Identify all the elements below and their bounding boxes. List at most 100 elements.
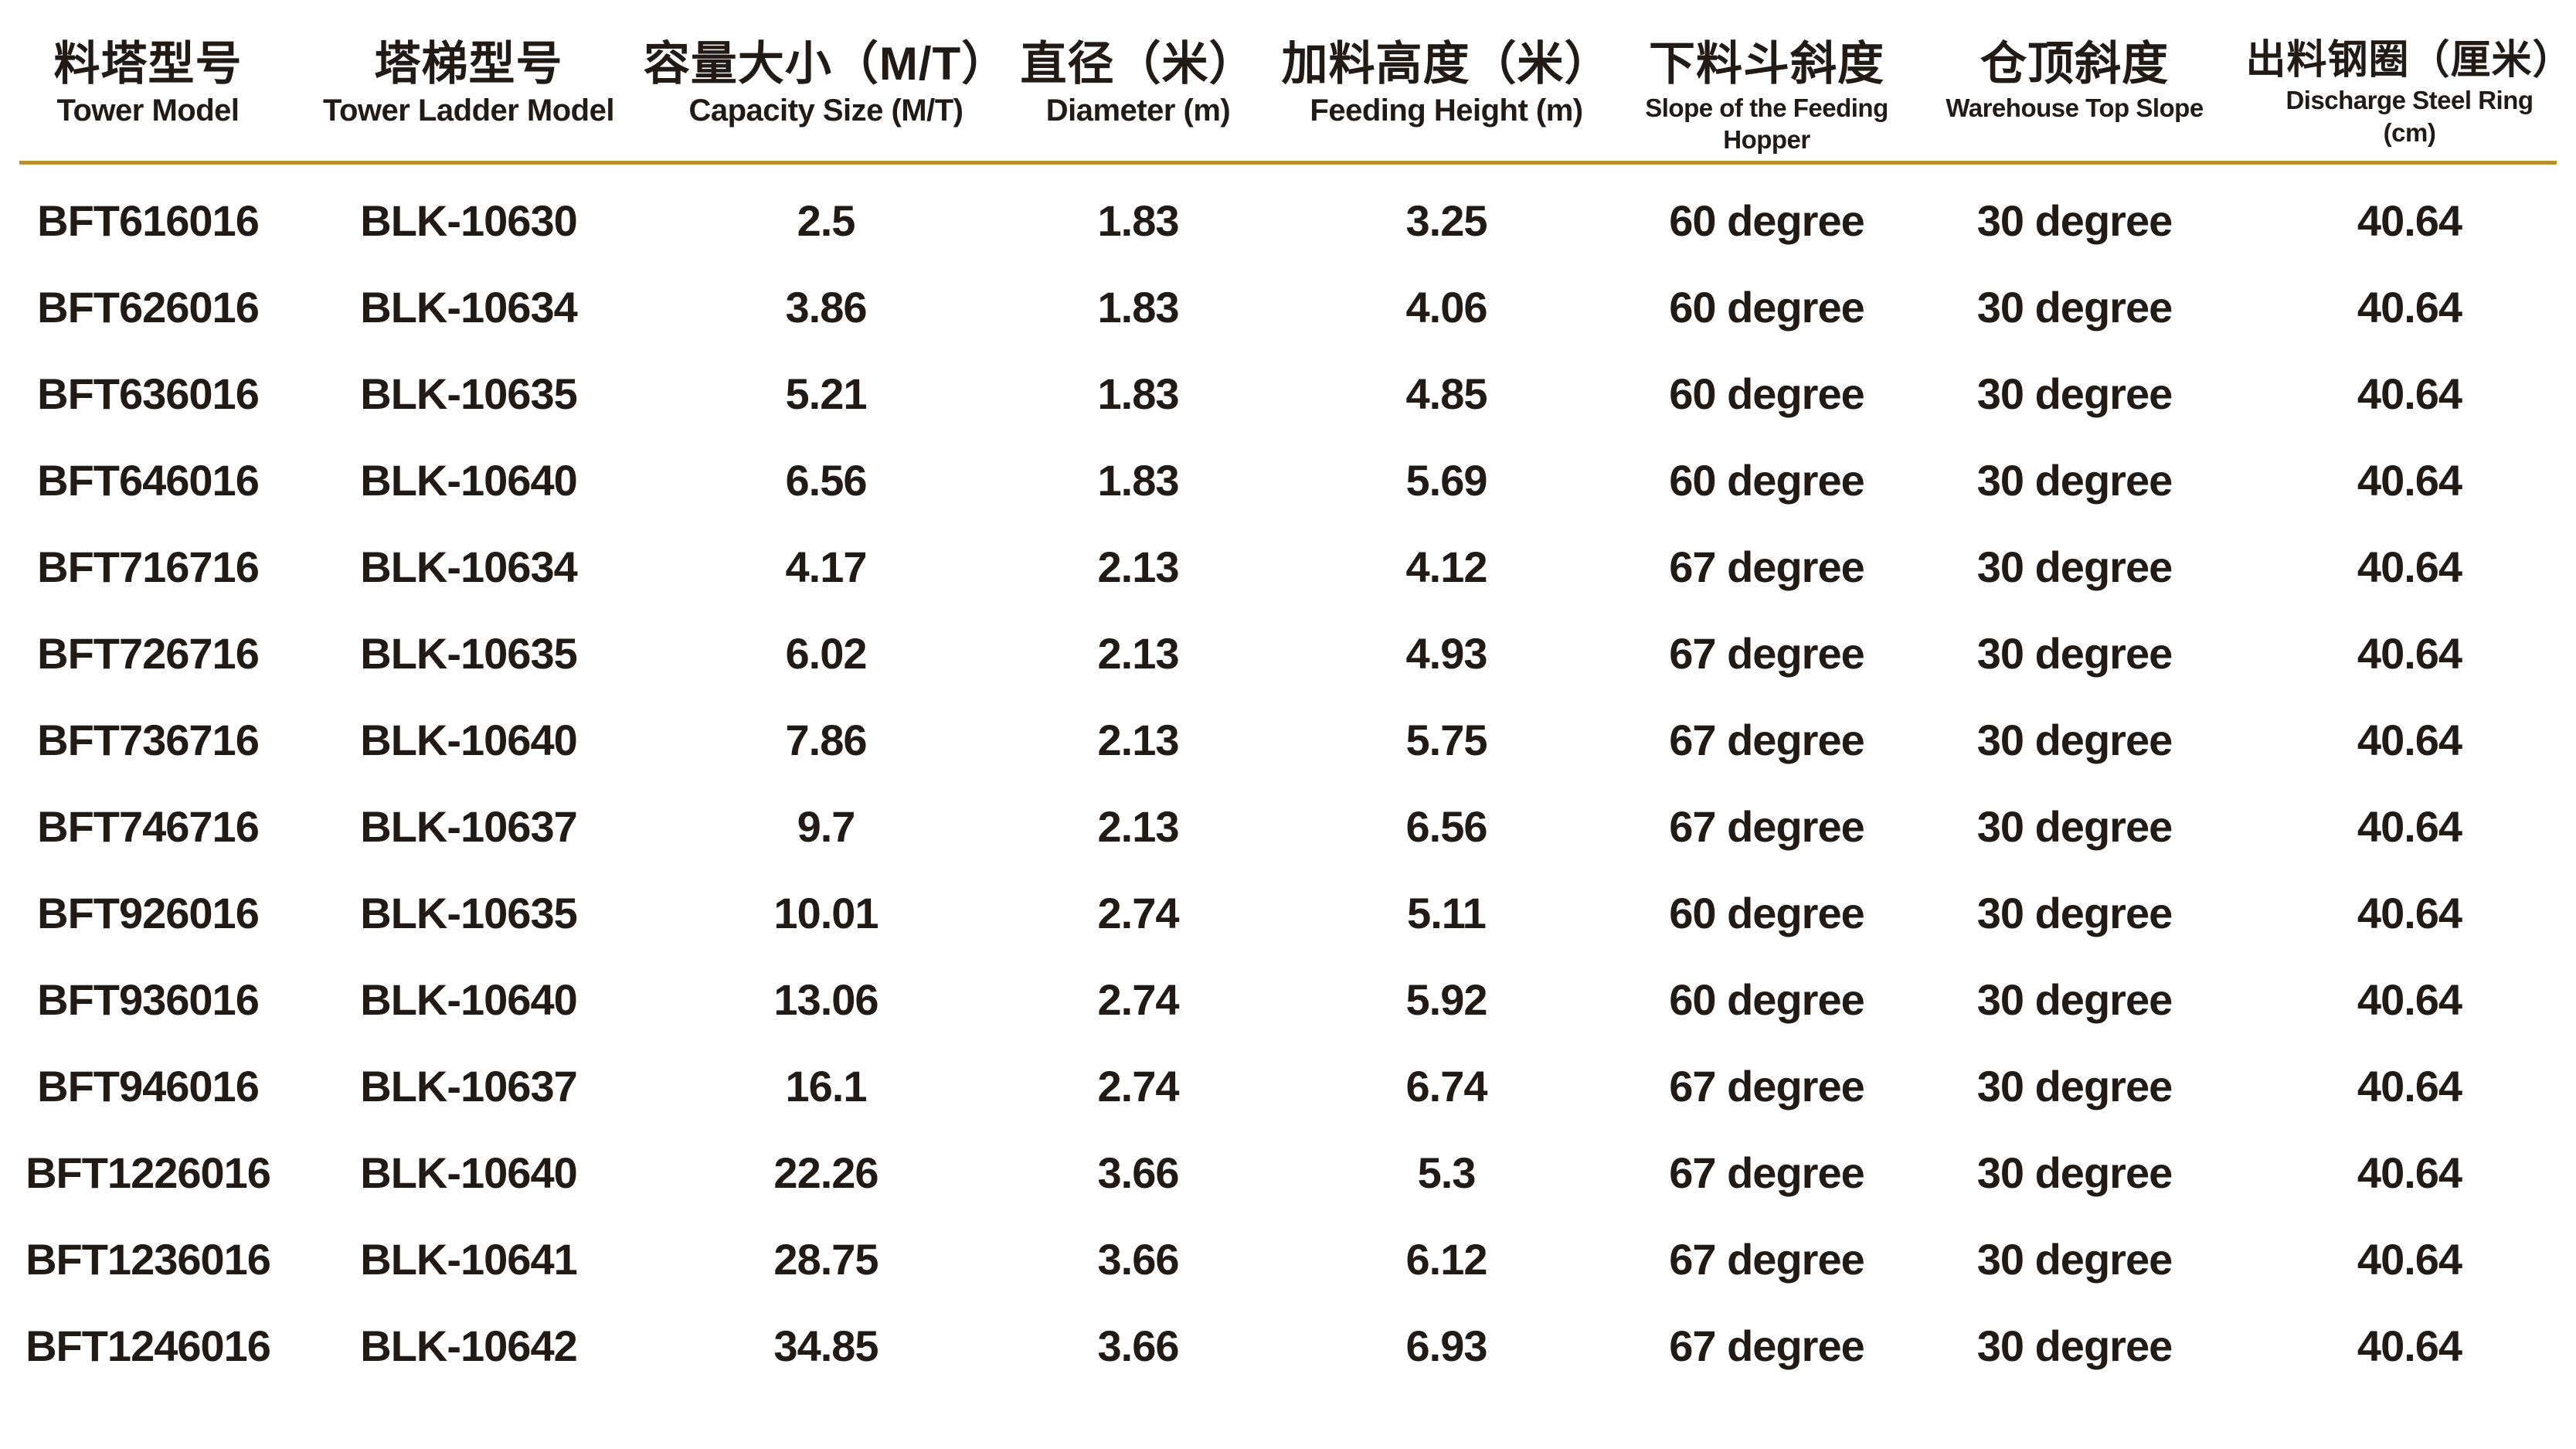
table-cell: 30 degree xyxy=(1976,282,2173,332)
table-cell: BLK-10642 xyxy=(360,1321,577,1370)
table-cell: 5.21 xyxy=(785,369,868,418)
column-title-en: Feeding Height (m) xyxy=(1310,93,1583,128)
table-row: BFT636016 BLK-10635 5.21 1.83 4.85 60 degree 3… xyxy=(0,350,2576,437)
table-row: BFT646016 BLK-10640 6.56 1.83 5.69 60 degree 3… xyxy=(0,437,2576,523)
table-cell: 40.64 xyxy=(2357,1321,2462,1370)
header-divider-line xyxy=(19,161,2557,165)
table-cell: 6.12 xyxy=(1405,1234,1488,1284)
table-cell: BFT1226016 xyxy=(25,1148,271,1197)
table-cell: BFT746716 xyxy=(37,801,260,851)
table-cell: BFT646016 xyxy=(37,455,260,505)
table-cell: BLK-10635 xyxy=(360,628,577,678)
table-row: BFT1246016 BLK-10642 34.85 3.66 6.93 67 degre… xyxy=(0,1302,2576,1389)
table-cell: BFT936016 xyxy=(37,975,260,1024)
table-cell: 6.56 xyxy=(785,455,868,505)
column-title-zh: 容量大小（M/T） xyxy=(643,38,1009,90)
table-cell: 4.85 xyxy=(1405,369,1488,418)
table-cell: BFT616016 xyxy=(37,196,260,245)
table-cell: 6.74 xyxy=(1405,1061,1488,1111)
table-cell: BLK-10641 xyxy=(360,1234,577,1284)
table-cell: 67 degree xyxy=(1669,715,1865,764)
table-cell: 40.64 xyxy=(2357,715,2462,764)
column-header-hopper-slope: 下料斗斜度 Slope of the Feeding Hopper xyxy=(1627,37,1906,155)
table-cell: 16.1 xyxy=(785,1061,868,1111)
table-cell: 2.74 xyxy=(1097,888,1180,937)
table-cell: BLK-10637 xyxy=(360,801,577,851)
column-title-zh: 料塔型号 xyxy=(53,38,243,90)
table-cell: 67 degree xyxy=(1669,1321,1865,1370)
table-cell: BFT626016 xyxy=(37,282,260,332)
column-title-zh: 下料斗斜度 xyxy=(1649,38,1884,90)
table-cell: 2.13 xyxy=(1097,542,1180,591)
table-row: BFT936016 BLK-10640 13.06 2.74 5.92 60 degree… xyxy=(0,956,2576,1043)
table-cell: 1.83 xyxy=(1097,369,1180,418)
table-cell: 30 degree xyxy=(1976,1234,2173,1284)
table-cell: 30 degree xyxy=(1976,196,2173,245)
table-cell: 2.13 xyxy=(1097,628,1180,678)
table-row: BFT926016 BLK-10635 10.01 2.74 5.11 60 degree… xyxy=(0,869,2576,956)
column-title-en: Tower Model xyxy=(56,93,240,128)
table-cell: 3.25 xyxy=(1405,196,1488,245)
column-title-en: Warehouse Top Slope xyxy=(1946,93,2204,122)
table-cell: 4.93 xyxy=(1405,628,1488,678)
table-cell: BLK-10634 xyxy=(360,282,577,332)
tower-spec-table: 料塔型号 Tower Model 塔梯型号 Tower Ladder Model… xyxy=(0,37,2576,1389)
table-row: BFT736716 BLK-10640 7.86 2.13 5.75 67 degree 3… xyxy=(0,696,2576,783)
table-cell: 1.83 xyxy=(1097,282,1180,332)
table-cell: 30 degree xyxy=(1976,542,2173,591)
table-row: BFT616016 BLK-10630 2.5 1.83 3.25 60 degree 30… xyxy=(0,177,2576,264)
table-cell: 4.06 xyxy=(1405,282,1488,332)
table-cell: BLK-10640 xyxy=(360,975,577,1024)
table-cell: 2.74 xyxy=(1097,975,1180,1024)
table-cell: BFT736716 xyxy=(37,715,260,764)
table-cell: 40.64 xyxy=(2357,196,2462,245)
table-cell: BLK-10635 xyxy=(360,888,577,937)
table-cell: 2.5 xyxy=(797,196,856,245)
table-cell: BLK-10630 xyxy=(360,196,577,245)
table-cell: 40.64 xyxy=(2357,369,2462,418)
table-cell: BLK-10634 xyxy=(360,542,577,591)
table-row: BFT1236016 BLK-10641 28.75 3.66 6.12 67 degre… xyxy=(0,1216,2576,1302)
table-cell: 34.85 xyxy=(773,1321,878,1370)
table-cell: 6.56 xyxy=(1405,801,1488,851)
table-cell: 67 degree xyxy=(1669,542,1865,591)
column-title-zh: 加料高度（米） xyxy=(1281,38,1612,90)
table-cell: 3.86 xyxy=(785,282,868,332)
table-cell: 30 degree xyxy=(1976,715,2173,764)
table-cell: 6.02 xyxy=(785,628,868,678)
column-header-warehouse-top-slope: 仓顶斜度 Warehouse Top Slope xyxy=(1906,37,2243,124)
table-cell: 3.66 xyxy=(1097,1148,1180,1197)
table-cell: BLK-10635 xyxy=(360,369,577,418)
column-title-en: Tower Ladder Model xyxy=(323,93,614,128)
table-cell: 30 degree xyxy=(1976,888,2173,937)
table-row: BFT716716 BLK-10634 4.17 2.13 4.12 67 degree 3… xyxy=(0,523,2576,610)
table-cell: 3.66 xyxy=(1097,1321,1180,1370)
column-title-zh: 出料钢圈（厘米） xyxy=(2245,38,2574,83)
table-cell: 40.64 xyxy=(2357,1061,2462,1111)
table-cell: 40.64 xyxy=(2357,455,2462,505)
column-title-zh: 直径（米） xyxy=(1020,38,1256,90)
column-header-capacity-size: 容量大小（M/T） Capacity Size (M/T) xyxy=(641,37,1011,130)
table-cell: 40.64 xyxy=(2357,801,2462,851)
table-cell: 6.93 xyxy=(1405,1321,1488,1370)
table-cell: 10.01 xyxy=(773,888,878,937)
column-header-diameter: 直径（米） Diameter (m) xyxy=(1011,37,1266,130)
table-cell: 40.64 xyxy=(2357,542,2462,591)
table-cell: 67 degree xyxy=(1669,1061,1865,1111)
table-cell: 30 degree xyxy=(1976,1321,2173,1370)
table-cell: 9.7 xyxy=(797,801,856,851)
column-title-en: Discharge Steel Ring (cm) xyxy=(2285,86,2534,147)
table-body: BFT616016 BLK-10630 2.5 1.83 3.25 60 degree 30… xyxy=(0,165,2576,1389)
table-cell: 30 degree xyxy=(1976,975,2173,1024)
table-cell: BFT1236016 xyxy=(25,1234,271,1284)
column-header-discharge-steel-ring: 出料钢圈（厘米） Discharge Steel Ring (cm) xyxy=(2243,37,2576,148)
table-cell: BFT1246016 xyxy=(25,1321,271,1370)
column-header-tower-ladder-model: 塔梯型号 Tower Ladder Model xyxy=(296,37,641,130)
table-cell: 60 degree xyxy=(1669,888,1865,937)
column-header-feeding-height: 加料高度（米） Feeding Height (m) xyxy=(1266,37,1627,130)
table-cell: 40.64 xyxy=(2357,975,2462,1024)
table-cell: BFT636016 xyxy=(37,369,260,418)
table-cell: 40.64 xyxy=(2357,628,2462,678)
table-cell: 5.92 xyxy=(1405,975,1488,1024)
table-row: BFT626016 BLK-10634 3.86 1.83 4.06 60 degree 3… xyxy=(0,264,2576,350)
